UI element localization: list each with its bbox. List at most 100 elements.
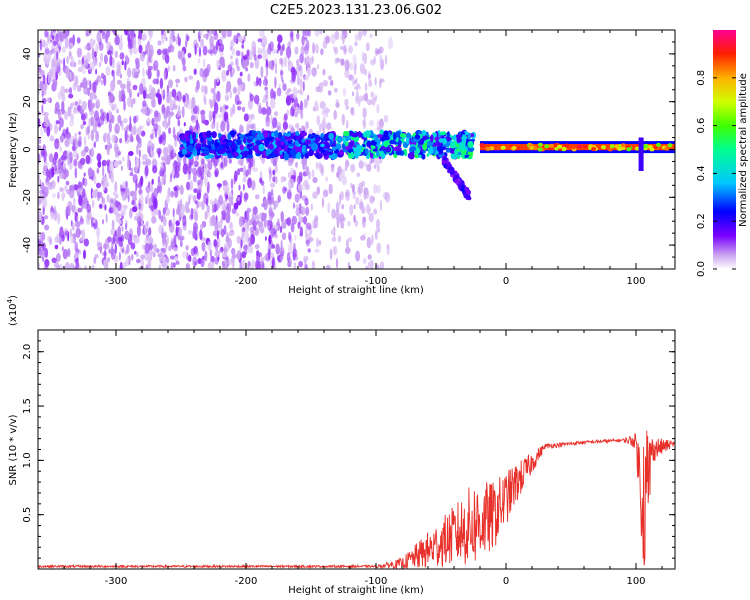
heatmap-cell — [214, 250, 221, 258]
heatmap-cell — [207, 241, 212, 252]
heatmap-cell — [176, 161, 181, 168]
heatmap-cell — [274, 261, 277, 269]
heatmap-cell — [42, 74, 46, 85]
heatmap-cell — [160, 89, 165, 96]
heatmap-cell — [434, 136, 440, 141]
heatmap-cell — [212, 110, 216, 120]
heatmap-cell — [198, 46, 202, 58]
heatmap-cell — [129, 30, 135, 39]
heatmap-cell — [64, 111, 68, 120]
heatmap-cell — [335, 257, 339, 269]
heatmap-cell — [193, 245, 198, 255]
heatmap-cell — [638, 137, 644, 171]
heatmap-cell — [248, 219, 253, 226]
heatmap-cell — [200, 153, 207, 157]
heatmap-cell — [354, 33, 359, 42]
heatmap-cell — [312, 42, 315, 55]
heatmap-cell — [41, 104, 44, 113]
heatmap-cell — [325, 35, 331, 44]
heatmap-cell — [333, 109, 338, 120]
heatmap-cell — [153, 123, 159, 132]
heatmap-cell — [291, 72, 296, 82]
heatmap-cell — [285, 46, 292, 59]
heatmap-cell — [134, 167, 139, 173]
heatmap-cell — [467, 141, 474, 148]
heatmap-cell — [188, 254, 192, 262]
heatmap-cell — [85, 154, 91, 165]
heatmap-cell — [106, 132, 111, 145]
heatmap-cell — [239, 84, 243, 90]
heatmap-cell — [157, 181, 161, 186]
heatmap-cell — [53, 209, 58, 221]
heatmap-cell — [80, 124, 84, 130]
heatmap-cell — [99, 108, 104, 115]
heatmap-cell — [147, 117, 150, 123]
heatmap-cell — [340, 221, 345, 229]
heatmap-cell — [118, 251, 121, 261]
heatmap-cell — [113, 160, 119, 169]
heatmap-cell — [363, 131, 368, 138]
heatmap-cell — [79, 217, 85, 225]
heatmap-cell — [224, 94, 230, 102]
heatmap-cell — [138, 149, 141, 158]
heatmap-cell — [129, 207, 133, 219]
heatmap-cell — [38, 72, 42, 82]
heatmap-cell — [158, 264, 162, 269]
heatmap-cell — [38, 137, 42, 145]
heatmap-cell — [41, 89, 44, 98]
heatmap-cell — [321, 109, 327, 116]
heatmap-cell — [236, 250, 241, 261]
heatmap-cell — [220, 162, 224, 169]
heatmap-cell — [346, 119, 349, 129]
heatmap-cell — [312, 177, 318, 184]
heatmap-cell — [90, 129, 94, 142]
heatmap-cell — [111, 114, 115, 124]
heatmap-cell — [279, 225, 283, 234]
heatmap-cell — [279, 150, 283, 155]
x-tick-label: 0 — [503, 276, 509, 287]
heatmap-cell — [84, 45, 89, 50]
heatmap-cell — [54, 236, 60, 243]
heatmap-cell — [276, 87, 282, 97]
heatmap-cell — [64, 88, 70, 93]
heatmap-cell — [279, 255, 284, 261]
heatmap-cell — [244, 210, 247, 220]
heatmap-cell — [172, 64, 176, 72]
heatmap-cell — [609, 144, 615, 149]
heatmap-cell — [77, 85, 82, 92]
heatmap-cell — [94, 253, 99, 259]
heatmap-cell — [145, 158, 151, 166]
heatmap-cell — [272, 159, 277, 167]
heatmap-cell — [330, 229, 335, 235]
heatmap-cell — [365, 42, 370, 52]
heatmap-cell — [347, 261, 350, 269]
heatmap-cell — [299, 53, 304, 64]
heatmap-cell — [277, 195, 282, 203]
heatmap-cell — [108, 121, 112, 133]
heatmap-cell — [153, 60, 159, 71]
heatmap-cell — [59, 187, 64, 193]
heatmap-cell — [57, 158, 62, 171]
heatmap-cell — [238, 35, 243, 43]
heatmap-cell — [251, 40, 257, 52]
heatmap-cell — [201, 158, 205, 166]
heatmap-cell — [374, 134, 379, 143]
snr-y-ticks: 0.5 1.0 1.5 2.0 — [22, 340, 675, 559]
heatmap-cell — [258, 143, 265, 152]
heatmap-cell — [320, 133, 324, 138]
heatmap-cell — [281, 222, 287, 229]
heatmap-cell — [177, 37, 181, 47]
heatmap-cell — [93, 141, 97, 148]
heatmap-cell — [304, 56, 307, 66]
heatmap-cell — [320, 143, 325, 148]
heatmap-cell — [200, 38, 205, 48]
heatmap-cell — [275, 224, 279, 230]
heatmap-cell — [158, 224, 164, 235]
heatmap-cell — [265, 100, 269, 108]
heatmap-cell — [322, 189, 329, 198]
heatmap-cell — [181, 57, 186, 66]
heatmap-cell — [331, 236, 337, 242]
heatmap-cell — [179, 235, 185, 241]
heatmap-cell — [248, 182, 252, 187]
heatmap-cell — [47, 97, 51, 103]
